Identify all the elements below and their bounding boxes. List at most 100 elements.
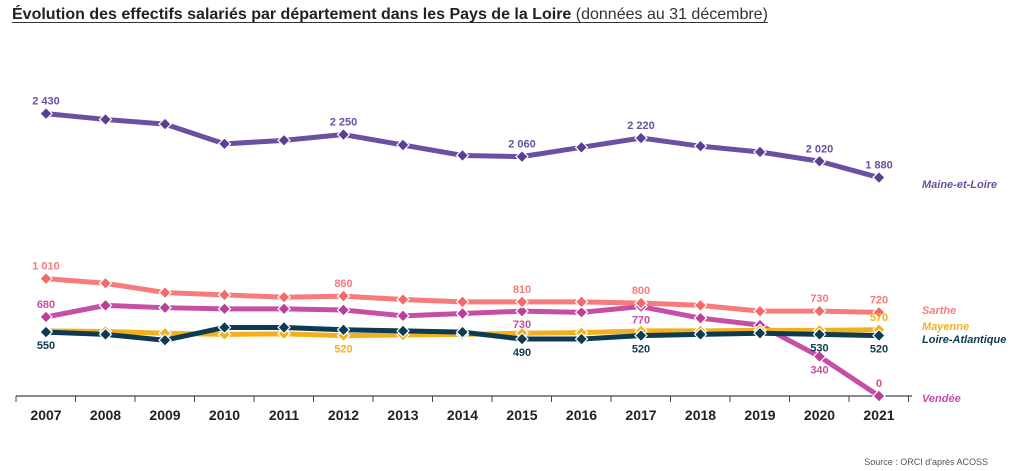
series-marker bbox=[693, 327, 708, 342]
series-legend-label: Vendée bbox=[922, 393, 961, 405]
series-marker bbox=[574, 332, 589, 346]
series-legend-label: Loire-Atlantique bbox=[922, 334, 1006, 346]
series-marker bbox=[753, 145, 767, 159]
series-marker bbox=[872, 389, 886, 403]
series-marker bbox=[158, 285, 172, 300]
series-marker bbox=[277, 133, 291, 148]
data-label: 570 bbox=[870, 312, 888, 324]
data-label: 520 bbox=[870, 344, 888, 356]
x-tick-label: 2008 bbox=[90, 407, 121, 423]
data-label: 720 bbox=[870, 294, 888, 306]
series-marker bbox=[217, 302, 232, 316]
x-tick-label: 2010 bbox=[209, 407, 240, 423]
series-marker bbox=[812, 327, 827, 342]
series-legend-label: Maine-et-Loire bbox=[922, 179, 997, 191]
series-marker bbox=[455, 295, 470, 309]
series-marker bbox=[158, 300, 172, 315]
data-label: 2 250 bbox=[330, 117, 358, 129]
series-marker bbox=[693, 311, 708, 325]
series-marker bbox=[396, 292, 410, 307]
chart-title: Évolution des effectifs salariés par dép… bbox=[12, 6, 768, 24]
series-marker bbox=[455, 325, 470, 339]
x-tick-label: 2012 bbox=[328, 407, 359, 423]
series-marker bbox=[39, 310, 53, 324]
x-tick-label: 2007 bbox=[30, 407, 61, 423]
data-label: 680 bbox=[37, 299, 55, 311]
x-tick-label: 2020 bbox=[804, 407, 835, 423]
data-label: 1 880 bbox=[865, 160, 893, 172]
series-marker bbox=[396, 324, 410, 338]
series-marker bbox=[98, 298, 113, 313]
series-marker bbox=[396, 138, 410, 152]
x-axis: 2007 2008 2009 2010 2011 2012 2013 2014 2015 2016… bbox=[15, 395, 912, 423]
data-label: 2 020 bbox=[806, 143, 834, 155]
x-tick-label: 2013 bbox=[387, 407, 418, 423]
data-label: 730 bbox=[513, 319, 531, 331]
series-marker bbox=[277, 302, 291, 316]
series-markers bbox=[39, 106, 886, 403]
data-label: 730 bbox=[810, 293, 828, 305]
series-marker bbox=[277, 320, 291, 335]
data-label: 2 220 bbox=[627, 120, 655, 132]
series-marker bbox=[872, 305, 886, 320]
series-marker bbox=[39, 106, 53, 121]
series-marker bbox=[98, 276, 113, 291]
series-marker bbox=[634, 296, 648, 310]
data-label: 490 bbox=[513, 347, 531, 359]
series-marker bbox=[753, 326, 767, 341]
data-label: 550 bbox=[37, 340, 55, 352]
series-marker bbox=[336, 289, 351, 303]
data-label: 520 bbox=[334, 344, 352, 356]
series-marker bbox=[872, 328, 886, 343]
series-marker bbox=[98, 327, 113, 342]
series-marker bbox=[336, 127, 351, 142]
data-label: 0 bbox=[876, 378, 882, 390]
series-marker bbox=[574, 295, 589, 309]
x-tick-label: 2018 bbox=[685, 407, 716, 423]
x-tick-label: 2016 bbox=[566, 407, 597, 423]
series-marker bbox=[634, 328, 648, 343]
x-tick-label: 2011 bbox=[269, 407, 300, 423]
series-marker bbox=[336, 303, 351, 317]
series-marker bbox=[217, 327, 232, 342]
source-note: Source : ORCI d'après ACOSS bbox=[864, 457, 988, 467]
series-marker bbox=[217, 136, 232, 151]
series-marker bbox=[515, 332, 529, 346]
data-label: 530 bbox=[810, 342, 828, 354]
x-tick-label: 2015 bbox=[506, 407, 537, 423]
series-marker bbox=[574, 140, 589, 155]
series-marker bbox=[217, 320, 232, 335]
series-marker bbox=[39, 271, 53, 286]
data-label: 2 060 bbox=[508, 139, 536, 151]
data-label: 770 bbox=[632, 315, 650, 327]
data-label: 810 bbox=[513, 284, 531, 296]
series-marker bbox=[217, 288, 232, 302]
series-marker bbox=[693, 139, 708, 154]
series-marker bbox=[812, 304, 827, 319]
data-label: 800 bbox=[632, 285, 650, 297]
series-marker bbox=[872, 170, 886, 185]
chart-title-sub: (données au 31 décembre) bbox=[571, 6, 768, 23]
series-marker bbox=[753, 304, 767, 319]
series-marker bbox=[515, 295, 529, 309]
series-marker bbox=[574, 305, 589, 320]
series-legend-label: Sarthe bbox=[922, 305, 956, 317]
series-marker bbox=[693, 298, 708, 313]
series-marker bbox=[812, 349, 827, 364]
series-marker bbox=[158, 117, 172, 131]
x-tick-label: 2009 bbox=[149, 407, 180, 423]
series-labels: Maine-et-Loire Sarthe Vendée MayenneLoire-A… bbox=[922, 179, 1006, 405]
series-marker bbox=[634, 131, 648, 145]
series-marker bbox=[812, 154, 827, 169]
series-marker bbox=[396, 308, 410, 323]
data-label: 860 bbox=[334, 278, 352, 290]
data-label: 2 430 bbox=[32, 96, 60, 108]
x-tick-label: 2019 bbox=[744, 407, 775, 423]
series-marker bbox=[158, 333, 172, 348]
data-label: 1 010 bbox=[32, 261, 60, 273]
series-marker bbox=[515, 149, 529, 164]
x-tick-label: 2021 bbox=[863, 407, 894, 423]
series-marker bbox=[455, 148, 470, 163]
series-marker bbox=[455, 306, 470, 321]
